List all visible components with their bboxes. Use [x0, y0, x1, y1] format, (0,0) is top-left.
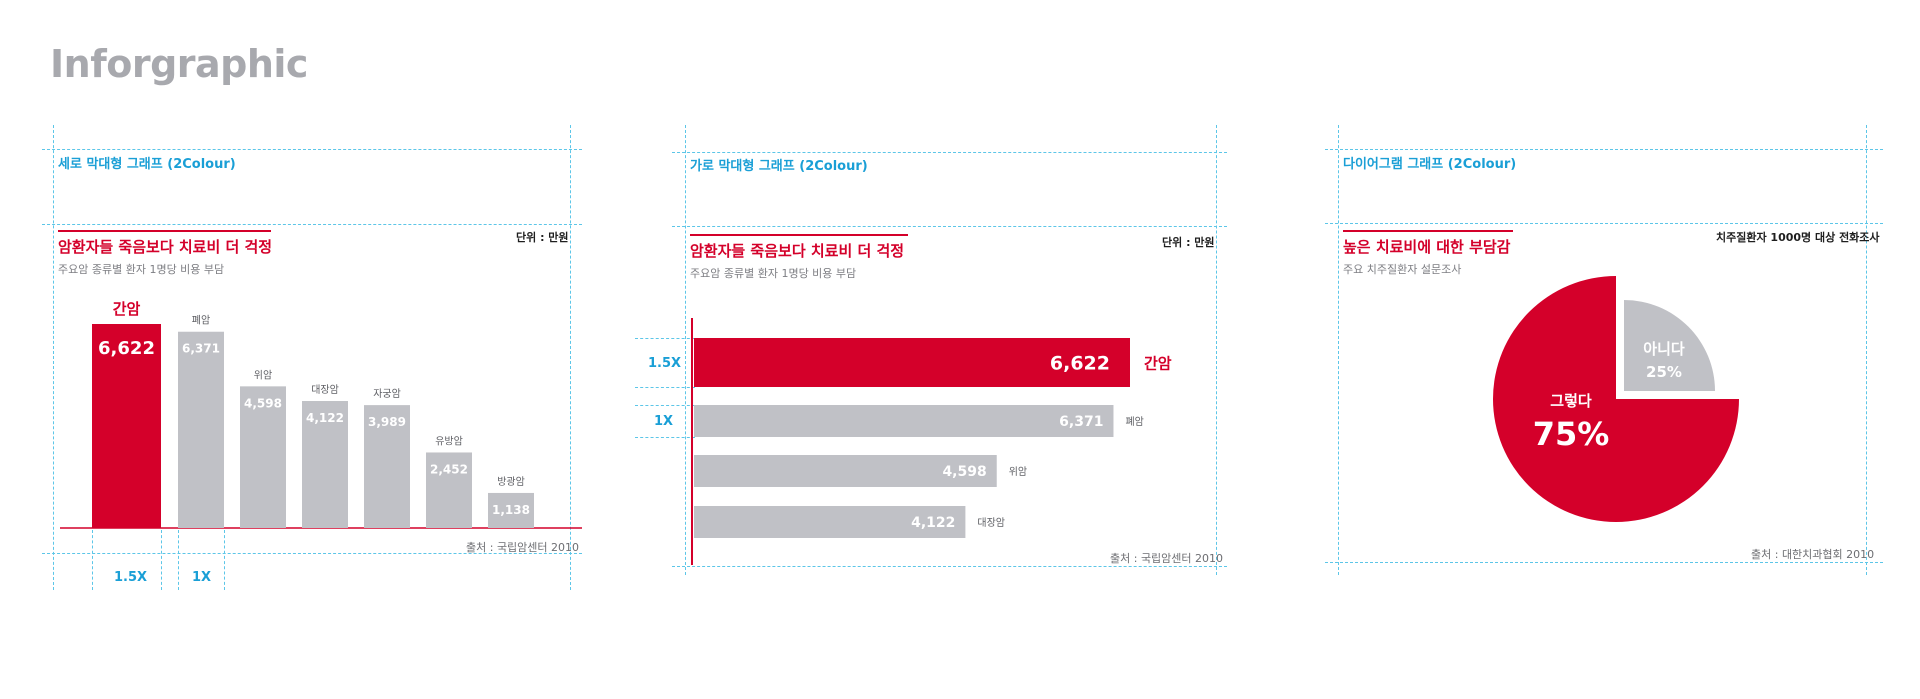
guide-line — [161, 530, 162, 590]
bar — [694, 506, 966, 538]
guide-line — [635, 387, 695, 388]
bar-category-label: 유방암 — [435, 435, 463, 447]
unit-label: 단위 : 만원 — [1162, 236, 1215, 249]
pie-slice — [1493, 276, 1739, 522]
bar-category-label: 폐암 — [1125, 416, 1143, 428]
bar — [426, 452, 472, 528]
bar — [92, 324, 161, 528]
guide-line — [635, 338, 695, 339]
guide-line — [42, 149, 582, 150]
bar — [694, 338, 1130, 387]
pie-slice-value: 75% — [1533, 415, 1610, 453]
guide-line — [1866, 125, 1867, 575]
guide-line — [1325, 149, 1883, 150]
chart-title: 높은 치료비에 대한 부담감 — [1343, 238, 1511, 256]
bar-value-label: 6,622 — [1050, 353, 1110, 375]
guide-line — [685, 125, 686, 575]
bar-value-label: 6,371 — [1059, 414, 1103, 430]
source-label: 출처 : 대한치과협회 2010 — [1751, 548, 1875, 561]
guide-label: 다이어그램 그래프 (2Colour) — [1343, 157, 1517, 172]
page-title: Inforgraphic — [50, 42, 308, 86]
guide-line — [570, 125, 571, 590]
guide-line — [178, 530, 179, 590]
guide-line — [1325, 223, 1883, 224]
source-label: 출처 : 국립암센터 2010 — [466, 541, 580, 554]
chart-subtitle: 주요암 종류별 환자 1명당 비용 부담 — [690, 267, 857, 280]
bar — [364, 405, 410, 528]
pie-slice — [1624, 300, 1715, 391]
guide-line — [42, 224, 582, 225]
scale-label: 1.5X — [114, 570, 148, 585]
bar-value-label: 6,622 — [98, 338, 155, 359]
guide-line — [1216, 125, 1217, 575]
guide-line — [1338, 125, 1339, 575]
bar-value-label: 4,122 — [911, 515, 955, 531]
bar-category-label: 간암 — [113, 300, 141, 318]
bar — [178, 331, 224, 528]
source-label: 출처 : 국립암센터 2010 — [1110, 552, 1224, 565]
bar — [240, 386, 286, 528]
bar-category-label: 대장암 — [977, 517, 1005, 529]
guide-line — [672, 152, 1227, 153]
title-rule — [690, 234, 908, 236]
chart-title: 암환자들 죽음보다 치료비 더 걱정 — [58, 238, 273, 256]
chart-subtitle: 주요암 종류별 환자 1명당 비용 부담 — [58, 263, 225, 276]
bar-value-label: 6,371 — [182, 342, 220, 356]
scale-label: 1.5X — [648, 356, 682, 371]
bar-category-label: 자궁암 — [373, 388, 401, 400]
guide-line — [635, 405, 695, 406]
bar-value-label: 4,598 — [244, 396, 282, 410]
bar-value-label: 2,452 — [430, 462, 468, 476]
guide-line — [224, 530, 225, 590]
pie-slice-label: 아니다 — [1643, 340, 1685, 358]
chart-title: 암환자들 죽음보다 치료비 더 걱정 — [690, 242, 905, 260]
guide-line — [1325, 562, 1883, 563]
pie-slice-value: 25% — [1646, 363, 1682, 381]
title-rule — [1343, 230, 1513, 232]
guide-line — [92, 530, 93, 590]
guide-line — [672, 566, 1227, 567]
guide-line — [53, 125, 54, 590]
chart-subtitle: 주요 치주질환자 설문조사 — [1343, 263, 1462, 276]
guide-label: 가로 막대형 그래프 (2Colour) — [690, 159, 868, 174]
bar-value-label: 4,122 — [306, 411, 344, 425]
bar-value-label: 3,989 — [368, 415, 406, 429]
bar — [488, 492, 534, 528]
bar-value-label: 1,138 — [492, 503, 530, 517]
title-rule — [58, 230, 271, 232]
bar — [694, 405, 1114, 437]
bar-category-label: 폐암 — [192, 315, 210, 327]
bar-category-label: 간암 — [1144, 355, 1172, 373]
scale-label: 1X — [654, 414, 674, 429]
pie-slice-label: 그렇다 — [1550, 392, 1592, 410]
guide-label: 세로 막대형 그래프 (2Colour) — [58, 157, 236, 172]
guide-line — [42, 553, 582, 554]
bar — [302, 401, 348, 528]
bar-category-label: 위암 — [1009, 465, 1027, 478]
bar — [694, 455, 997, 487]
guide-line — [672, 226, 1227, 227]
bar-category-label: 방광암 — [497, 476, 525, 488]
bar-value-label: 4,598 — [942, 464, 986, 480]
scale-label: 1X — [192, 570, 212, 585]
bar-category-label: 대장암 — [311, 384, 339, 396]
guide-line — [635, 437, 695, 438]
unit-label: 치주질환자 1000명 대상 전화조사 — [1716, 231, 1880, 244]
unit-label: 단위 : 만원 — [516, 231, 569, 244]
bar-category-label: 위암 — [254, 368, 272, 381]
